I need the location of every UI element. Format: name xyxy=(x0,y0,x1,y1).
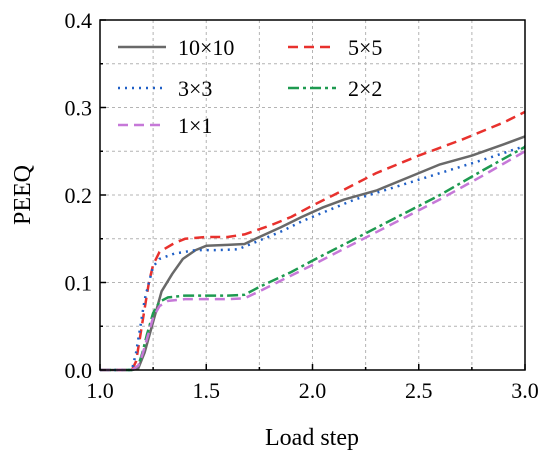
x-tick-label: 3.0 xyxy=(511,378,539,403)
series-line-2 xyxy=(100,144,526,372)
axis-ticks: 1.0 1.5 2.0 2.5 3.0 0.0 0.1 0.2 0.3 0.4 xyxy=(65,8,539,403)
grid xyxy=(100,20,525,370)
x-tick-label: 1.5 xyxy=(193,378,221,403)
legend-label-4: 1×1 xyxy=(178,113,212,138)
x-axis-title: Load step xyxy=(265,425,359,451)
y-tick-label: 0.1 xyxy=(65,271,93,296)
y-tick-label: 0.4 xyxy=(65,8,93,33)
y-axis-title: PEEQ xyxy=(10,165,36,225)
x-tick-label: 2.0 xyxy=(299,378,327,403)
x-tick-label: 1.0 xyxy=(86,378,114,403)
series-lines xyxy=(100,110,526,372)
legend-label-1: 5×5 xyxy=(348,35,382,60)
y-tick-label: 0.3 xyxy=(65,96,93,121)
y-tick-label: 0.0 xyxy=(65,358,93,383)
series-line-4 xyxy=(100,150,526,372)
legend-label-3: 2×2 xyxy=(348,76,382,101)
series-line-3 xyxy=(100,145,526,372)
y-tick-label: 0.2 xyxy=(65,183,93,208)
series-line-1 xyxy=(100,110,526,372)
legend-label-2: 3×3 xyxy=(178,76,212,101)
x-tick-label: 2.5 xyxy=(405,378,433,403)
legend-label-0: 10×10 xyxy=(178,35,234,60)
legend: 10×10 5×5 3×3 2×2 1×1 xyxy=(118,35,382,138)
series-line-0 xyxy=(100,135,526,372)
